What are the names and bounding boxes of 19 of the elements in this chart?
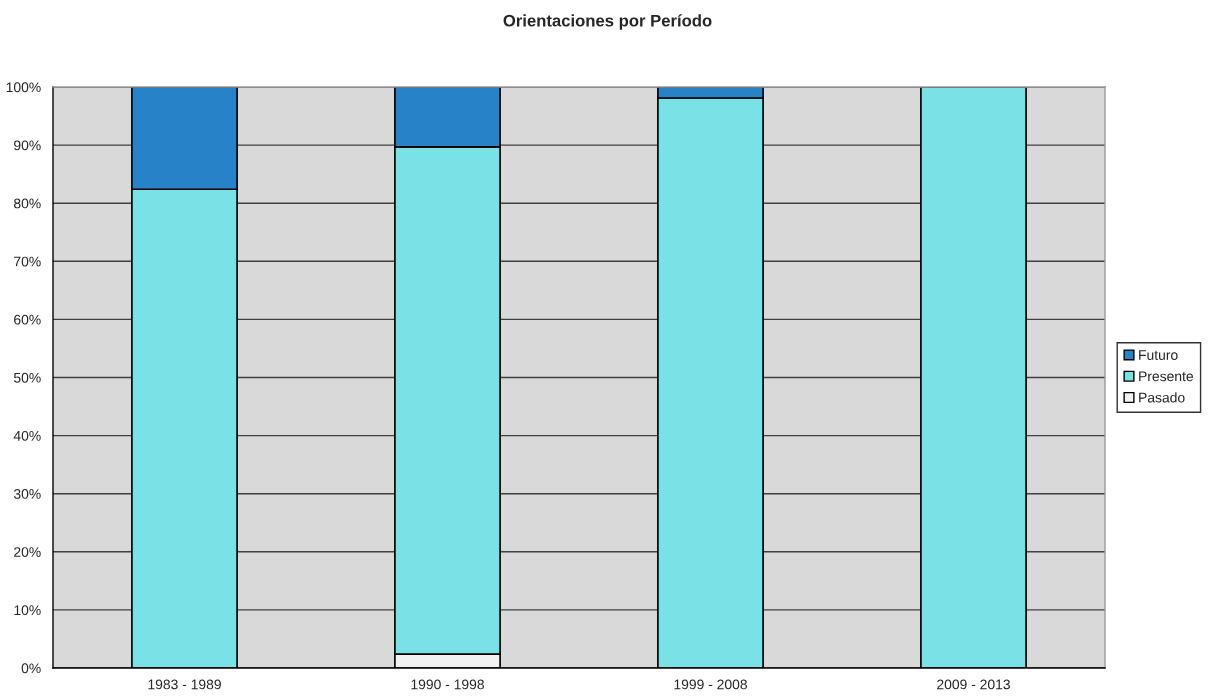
x-tick-label: 1990 - 1998 (411, 679, 484, 690)
y-tick-label: 50% (13, 372, 41, 383)
x-tick-label: 2009 - 2013 (937, 679, 1010, 690)
chart-title: Orientaciones por Período (503, 14, 712, 30)
y-tick-label: 30% (13, 489, 41, 499)
y-tick-label: 20% (14, 547, 41, 557)
y-tick-label: 10% (14, 605, 41, 616)
y-tick-label: 100% (6, 82, 41, 93)
y-tick-label: 0% (21, 663, 41, 674)
legend-label: Futuro (1139, 350, 1178, 360)
y-tick-label: 60% (14, 314, 41, 325)
y-tick-label: 40% (13, 430, 41, 441)
y-tick-label: 90% (14, 140, 41, 151)
x-tick-label: 1983 - 1989 (148, 679, 221, 690)
legend-label: Pasado (1139, 392, 1185, 403)
y-tick-label: 80% (14, 198, 41, 209)
x-tick-label: 1999 - 2008 (674, 679, 747, 690)
legend-label: Presente (1139, 371, 1194, 382)
y-tick-label: 70% (14, 256, 41, 267)
